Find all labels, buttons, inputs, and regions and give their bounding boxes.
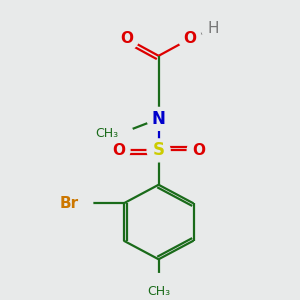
Text: O: O <box>192 143 205 158</box>
Text: CH₃: CH₃ <box>95 127 119 140</box>
Text: Br: Br <box>59 196 78 211</box>
Circle shape <box>147 274 170 296</box>
Text: O: O <box>121 31 134 46</box>
Text: O: O <box>112 143 125 158</box>
Circle shape <box>110 122 133 145</box>
Text: N: N <box>152 110 166 128</box>
Text: H: H <box>207 21 219 36</box>
Circle shape <box>116 27 139 50</box>
Circle shape <box>147 139 170 162</box>
Text: CH₃: CH₃ <box>147 285 170 298</box>
Circle shape <box>107 139 130 162</box>
Circle shape <box>179 27 202 50</box>
Circle shape <box>70 192 93 215</box>
Circle shape <box>202 17 224 40</box>
Circle shape <box>187 139 210 162</box>
Text: O: O <box>184 31 196 46</box>
Circle shape <box>147 107 170 130</box>
Text: S: S <box>153 141 165 159</box>
